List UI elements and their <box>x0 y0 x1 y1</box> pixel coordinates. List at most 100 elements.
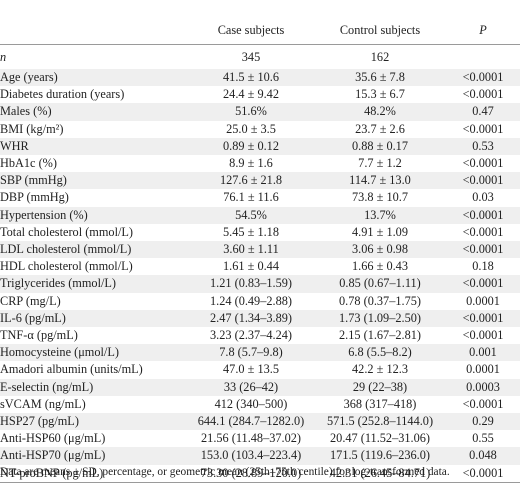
row-case-value: 5.45 ± 1.18 <box>223 224 279 239</box>
row-p-value: 0.55 <box>472 431 494 446</box>
table-row: NT-proBNP (pg/mL) 73.30 (28.89–120.0) 42.3… <box>0 464 520 483</box>
row-p-value: <0.0001 <box>462 328 504 343</box>
row-case-value: 644.1 (284.7–1282.0) <box>197 414 305 429</box>
table-row: WHR 0.89 ± 0.12 0.88 ± 0.17 0.53 <box>0 137 520 156</box>
n-case: 345 <box>241 50 261 64</box>
table-footnote: Data are means ± SD, percentage, or geom… <box>0 466 450 478</box>
row-control-value: 73.8 ± 10.7 <box>352 190 408 205</box>
row-p-value: <0.0001 <box>462 207 504 222</box>
row-case-value: 0.89 ± 0.12 <box>223 138 279 153</box>
row-control-value: 13.7% <box>364 207 396 222</box>
row-control-value: 1.73 (1.09–2.50) <box>339 310 421 325</box>
row-control-value: 2.15 (1.67–2.81) <box>339 328 421 343</box>
row-control-value: 0.85 (0.67–1.11) <box>339 276 421 291</box>
row-p-value: 0.03 <box>472 190 494 205</box>
header-variable <box>0 16 188 45</box>
row-p-value: <0.0001 <box>446 464 520 483</box>
row-control-value: 42.31 (26.45–84.71) <box>314 464 446 483</box>
n-row: n 345 162 <box>0 45 520 70</box>
row-case-value: 1.61 ± 0.44 <box>223 259 279 274</box>
header-case: Case subjects <box>188 16 314 45</box>
row-control-value: 15.3 ± 6.7 <box>355 87 405 102</box>
table-row: DBP (mmHg) 76.1 ± 11.6 73.8 ± 10.7 0.03 <box>0 189 520 206</box>
table-row: Total cholesterol (mmol/L) 5.45 ± 1.18 4.9… <box>0 224 520 241</box>
table-row: HDL cholesterol (mmol/L) 1.61 ± 0.44 1.66 … <box>0 258 520 275</box>
row-label: Homocysteine (μmol/L) <box>0 345 119 360</box>
row-p-value: <0.0001 <box>462 173 504 188</box>
row-control-value: 20.47 (11.52–31.06) <box>330 431 430 446</box>
row-label: Amadori albumin (units/mL) <box>0 362 143 377</box>
row-label: WHR <box>0 138 29 153</box>
row-p-value: <0.0001 <box>462 87 504 102</box>
row-case-value: 24.4 ± 9.42 <box>223 87 279 102</box>
row-label: BMI (kg/m²) <box>0 121 64 136</box>
row-p-value: 0.001 <box>469 345 497 360</box>
row-p-value: 0.0001 <box>466 362 500 377</box>
row-p-value: <0.0001 <box>462 276 504 291</box>
row-label: TNF-α (pg/mL) <box>0 328 78 343</box>
table-row: Homocysteine (μmol/L) 7.8 (5.7–9.8) 6.8 (5… <box>0 344 520 362</box>
row-case-value: 8.9 ± 1.6 <box>229 156 273 171</box>
row-p-value: 0.47 <box>472 104 494 119</box>
row-case-value: 127.6 ± 21.8 <box>219 173 283 188</box>
row-control-value: 0.78 (0.37–1.75) <box>339 293 421 308</box>
table-row: HSP27 (pg/mL) 644.1 (284.7–1282.0) 571.5 (… <box>0 413 520 431</box>
row-case-value: 73.30 (28.89–120.0) <box>188 464 314 483</box>
row-case-value: 41.5 ± 10.6 <box>223 70 279 84</box>
n-label: n <box>0 50 7 64</box>
row-case-value: 3.23 (2.37–4.24) <box>210 328 292 343</box>
row-case-value: 54.5% <box>235 207 267 222</box>
row-case-value: 3.60 ± 1.11 <box>223 242 279 257</box>
row-control-value: 48.2% <box>364 104 396 119</box>
header-row: Case subjects Control subjects P <box>0 16 520 45</box>
row-control-value: 7.7 ± 1.2 <box>358 156 402 171</box>
table-row: HbA1c (%) 8.9 ± 1.6 7.7 ± 1.2 <0.0001 <box>0 155 520 172</box>
row-case-value: 1.21 (0.83–1.59) <box>210 276 292 291</box>
row-label: Triglycerides (mmol/L) <box>0 276 117 291</box>
table-row: Triglycerides (mmol/L) 1.21 (0.83–1.59) 0.… <box>0 275 520 293</box>
row-label: E-selectin (ng/mL) <box>0 379 94 394</box>
row-control-value: 6.8 (5.5–8.2) <box>348 345 412 360</box>
row-p-value: 0.0001 <box>466 293 500 308</box>
row-control-value: 4.91 ± 1.09 <box>352 224 408 239</box>
row-label: HbA1c (%) <box>0 156 58 171</box>
table-row: LDL cholesterol (mmol/L) 3.60 ± 1.11 3.06 … <box>0 241 520 259</box>
row-control-value: 29 (22–38) <box>352 379 408 394</box>
row-label: Anti-HSP70 (μg/mL) <box>0 448 106 463</box>
row-label: HSP27 (pg/mL) <box>0 414 79 429</box>
row-control-value: 114.7 ± 13.0 <box>349 173 411 188</box>
row-case-value: 153.0 (103.4–223.4) <box>200 448 302 463</box>
row-label: Age (years) <box>0 70 58 84</box>
table-row: IL-6 (pg/mL) 2.47 (1.34–3.89) 1.73 (1.09–2… <box>0 309 520 328</box>
row-control-value: 171.5 (119.6–236.0) <box>330 448 430 463</box>
table-row: TNF-α (pg/mL) 3.23 (2.37–4.24) 2.15 (1.67–… <box>0 327 520 344</box>
row-label: Hypertension (%) <box>0 207 88 222</box>
table-row: Hypertension (%) 54.5% 13.7% <0.0001 <box>0 206 520 224</box>
row-control-value: 35.6 ± 7.8 <box>355 70 405 84</box>
row-label: LDL cholesterol (mmol/L) <box>0 242 132 257</box>
data-table: Case subjects Control subjects P n 345 1… <box>0 16 520 483</box>
table-row: Amadori albumin (units/mL) 47.0 ± 13.5 42.… <box>0 361 520 378</box>
row-p-value: 0.048 <box>469 448 497 463</box>
row-label: Diabetes duration (years) <box>0 87 125 102</box>
row-control-value: 42.2 ± 12.3 <box>352 362 408 377</box>
row-case-value: 2.47 (1.34–3.89) <box>210 310 292 325</box>
row-label: DBP (mmHg) <box>0 190 69 205</box>
table-row: Age (years) 41.5 ± 10.6 35.6 ± 7.8 <0.0001 <box>0 69 520 87</box>
row-case-value: 33 (26–42) <box>223 379 279 394</box>
row-p-value: <0.0001 <box>462 156 504 171</box>
row-p-value: 0.0003 <box>466 379 500 394</box>
table-row: E-selectin (ng/mL) 33 (26–42) 29 (22–38) 0.… <box>0 378 520 396</box>
row-p-value: <0.0001 <box>462 242 504 257</box>
row-control-value: 571.5 (252.8–1144.0) <box>326 414 434 429</box>
table-row: Anti-HSP70 (μg/mL) 153.0 (103.4–223.4) 171… <box>0 447 520 465</box>
table-row: Males (%) 51.6% 48.2% 0.47 <box>0 103 520 121</box>
row-case-value: 51.6% <box>235 104 267 119</box>
row-p-value: 0.53 <box>472 138 494 153</box>
row-control-value: 368 (317–418) <box>343 396 417 411</box>
n-control: 162 <box>370 50 390 64</box>
row-label: Anti-HSP60 (μg/mL) <box>0 431 106 446</box>
header-p: P <box>446 16 520 45</box>
row-case-value: 412 (340–500) <box>214 396 288 411</box>
